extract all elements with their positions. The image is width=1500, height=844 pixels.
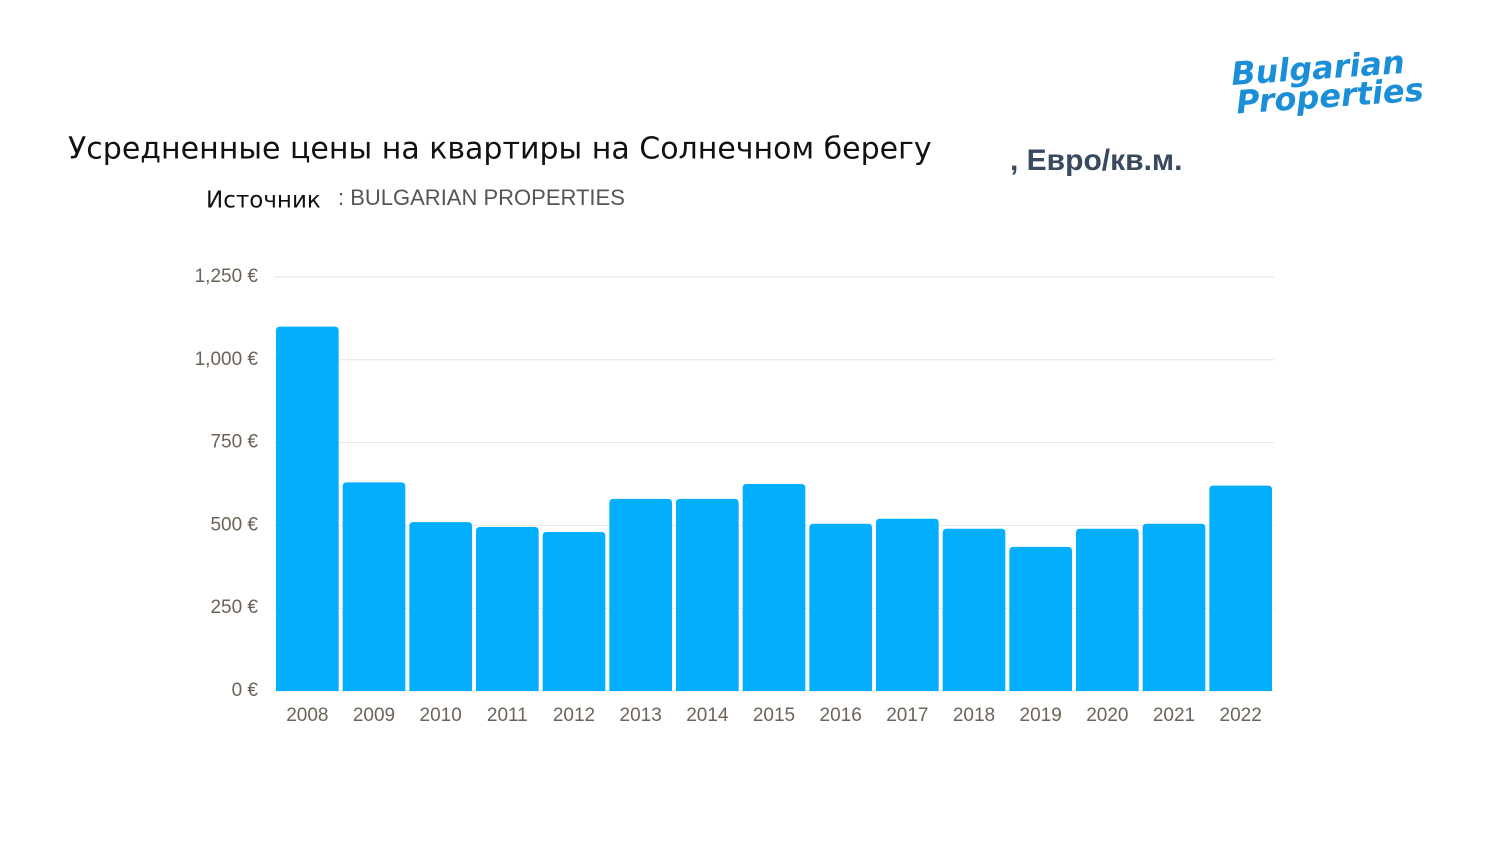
title-unit: , Евро/кв.м. [1010, 144, 1182, 177]
bar [942, 528, 1006, 691]
bar [809, 523, 872, 691]
x-tick-label: 2021 [1153, 705, 1195, 726]
x-tick-label: 2016 [820, 705, 862, 726]
bar [742, 484, 806, 691]
bar [1209, 485, 1272, 691]
x-tick-label: 2015 [753, 705, 795, 726]
y-tick-label: 1,000 € [195, 349, 259, 370]
x-tick-label: 2008 [286, 705, 328, 726]
bar [676, 498, 739, 691]
x-tick-label: 2017 [886, 705, 928, 726]
bar [542, 532, 606, 691]
x-tick-label: 2013 [620, 705, 662, 726]
bar [1009, 546, 1072, 691]
y-tick-label: 250 € [210, 597, 258, 618]
chart-title: Усредненные цены на квартиры на Солнечно… [68, 132, 932, 167]
x-tick-label: 2012 [553, 705, 595, 726]
x-tick-label: 2014 [686, 705, 729, 726]
x-tick-label: 2020 [1086, 705, 1128, 726]
x-tick-label: 2022 [1220, 705, 1262, 726]
x-tick-label: 2018 [953, 705, 995, 726]
y-tick-label: 750 € [210, 432, 258, 453]
x-tick-label: 2011 [487, 705, 528, 726]
bar [276, 326, 339, 691]
bar [876, 518, 939, 691]
x-tick-label: 2019 [1020, 705, 1062, 726]
bar [1142, 523, 1206, 691]
bar [1076, 528, 1139, 691]
x-tick-label: 2009 [353, 705, 395, 726]
bar [609, 498, 672, 691]
x-tick-label: 2010 [420, 705, 462, 726]
y-tick-label: 500 € [210, 514, 258, 535]
bar [476, 527, 539, 691]
y-tick-label: 1,250 € [195, 266, 259, 287]
source-label: Источник [206, 188, 321, 214]
y-tick-label: 0 € [232, 680, 259, 701]
bar [409, 522, 472, 691]
source: : BULGARIAN PROPERTIES [338, 185, 625, 210]
bar [342, 482, 406, 691]
